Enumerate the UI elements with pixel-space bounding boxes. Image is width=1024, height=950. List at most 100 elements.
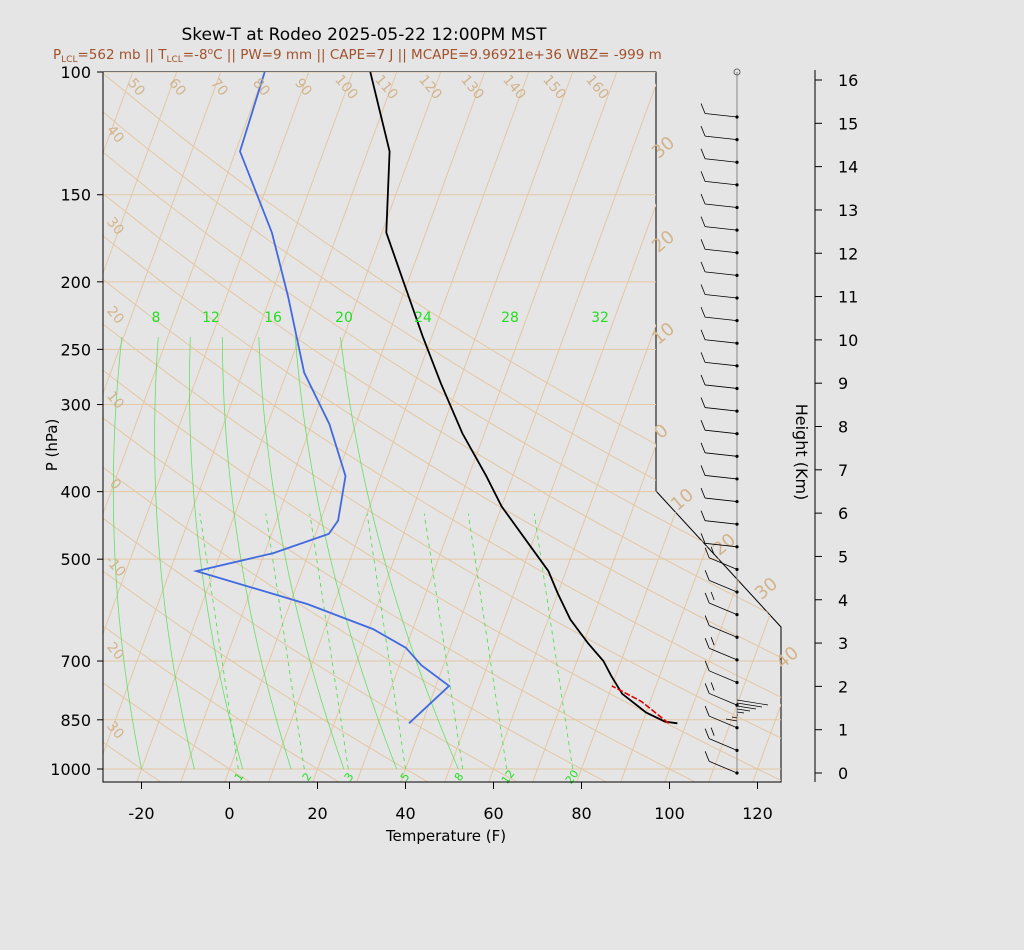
wind-barb — [705, 339, 738, 344]
subtitle-p-lcl: =562 mb || T — [77, 47, 167, 63]
y-tick-label: 200 — [60, 273, 91, 292]
wind-barb — [705, 180, 738, 186]
moist-adiabat-line — [258, 336, 345, 770]
y-tick-label: 100 — [60, 63, 91, 82]
mixing-ratio-label: 16 — [264, 310, 282, 326]
wind-barb — [705, 271, 738, 276]
wind-barb-flag — [700, 306, 706, 318]
isotherm-line — [103, 72, 178, 782]
y-tick-label: 1000 — [50, 760, 91, 779]
wind-barb — [705, 475, 738, 480]
sounding-traces — [192, 72, 678, 725]
mixing-ratio-line — [533, 513, 574, 770]
isotherm-line — [0, 72, 45, 784]
wind-barb — [705, 294, 738, 299]
subtitle-t-lcl: =-8 — [183, 47, 208, 63]
wind-barb — [705, 135, 738, 141]
height-tick-label: 9 — [838, 374, 848, 393]
wind-barb — [705, 226, 738, 231]
wind-barb — [705, 203, 738, 208]
wind-barb-flag — [700, 442, 706, 453]
height-tick-label: 12 — [838, 244, 858, 263]
wind-barb-flag — [700, 329, 706, 340]
dry-adiabat-line — [103, 72, 781, 782]
wind-barb-cluster — [736, 708, 751, 712]
height-tick-label: 15 — [838, 114, 858, 133]
wind-barb-flag — [700, 171, 706, 182]
height-tick-label: 2 — [838, 677, 848, 696]
wind-barb-flag — [700, 239, 706, 250]
chart-title: Skew-T at Rodeo 2025-05-22 12:00PM MST — [181, 25, 547, 45]
height-tick-label: 1 — [838, 721, 848, 740]
wind-barb-flag — [704, 638, 710, 649]
dry-adiabat-line — [103, 72, 781, 782]
wind-barb — [708, 579, 738, 593]
dry-adiabat-line — [103, 72, 781, 782]
wind-barb-flag — [700, 510, 706, 521]
height-tick-label: 7 — [838, 461, 848, 480]
height-tick-label: 6 — [838, 504, 848, 523]
mixing-ratio-line — [265, 513, 305, 770]
wind-barb-flag — [704, 660, 710, 671]
wind-barb-flag — [704, 547, 710, 558]
mixing-ratio-line — [199, 513, 239, 770]
isotherm-line — [267, 72, 530, 782]
height-tick-label: 0 — [838, 764, 848, 783]
isotherm-line — [103, 72, 354, 782]
wind-barb-flag — [704, 728, 710, 739]
x-tick-label: 80 — [571, 804, 591, 823]
height-tick-label: 14 — [838, 158, 858, 177]
isotherm-line — [399, 72, 662, 782]
wind-barb — [708, 693, 738, 706]
wind-barb-flag — [700, 284, 706, 295]
dry-adiabat-line — [103, 72, 781, 782]
height-tick-label: 8 — [838, 418, 848, 437]
wind-barb-cluster — [736, 699, 769, 706]
wind-barb-flag — [710, 546, 715, 555]
moist-adiabat-line — [154, 336, 195, 770]
mixing-ratio-line — [467, 513, 508, 770]
wind-barb-flag — [704, 705, 710, 717]
wind-barb-flag — [704, 570, 710, 581]
wind-barb-cluster — [725, 718, 738, 722]
isotherm-line — [311, 72, 574, 782]
mixing-ratio-label: 20 — [335, 310, 353, 326]
x-axis-title: Temperature (F) — [385, 827, 506, 845]
moist-adiabat-line — [294, 336, 398, 770]
wind-barb — [705, 113, 738, 118]
dry-adiabat-line — [103, 72, 781, 782]
y-tick-label: 150 — [60, 186, 91, 205]
wind-barb-flag — [700, 352, 706, 363]
mixing-ratio-label: 8 — [152, 310, 161, 326]
moist-adiabat-line — [112, 336, 142, 770]
wind-barb — [708, 602, 738, 616]
wind-barb — [705, 407, 738, 412]
wind-level-dot — [735, 726, 739, 730]
wind-barb — [708, 715, 738, 729]
wind-barb-flag — [710, 637, 715, 646]
mixing-ratio-label: 28 — [501, 310, 519, 326]
wind-barb-cluster — [736, 711, 745, 714]
wind-profile — [700, 68, 769, 775]
wind-barb-flag — [704, 751, 710, 762]
moist-adiabat-line — [340, 336, 459, 770]
height-tick-label: 11 — [838, 288, 858, 307]
y-tick-label: 850 — [60, 711, 91, 730]
wind-barb — [705, 452, 738, 457]
y-tick-label: 700 — [60, 652, 91, 671]
subtitle-lcl-sub-2: LCL — [166, 55, 182, 65]
y-tick-label: 400 — [60, 483, 91, 502]
wind-barb-flag — [700, 420, 706, 431]
height-tick-label: 3 — [838, 634, 848, 653]
wind-barb — [708, 647, 738, 661]
wind-barb-flag — [700, 465, 706, 476]
wind-barb — [705, 497, 738, 502]
dry-adiabat-line — [103, 72, 521, 782]
dry-adiabat-line — [103, 72, 253, 782]
isotherm-line — [355, 72, 618, 782]
wind-barb-flag — [700, 533, 706, 544]
x-tick-label: 40 — [395, 804, 415, 823]
wind-level-dot — [735, 522, 739, 526]
